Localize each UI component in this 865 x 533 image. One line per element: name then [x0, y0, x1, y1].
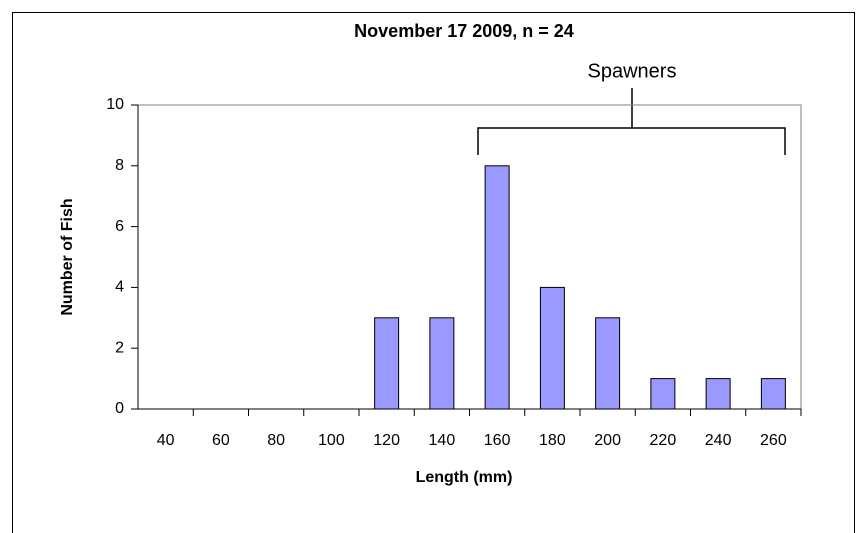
x-tick-label: 180: [539, 432, 566, 449]
y-tick-label: 2: [115, 339, 124, 356]
y-tick-label: 10: [106, 96, 124, 113]
x-tick-label: 120: [373, 432, 400, 449]
x-axis-label: Length (mm): [416, 469, 513, 486]
x-tick-label: 240: [705, 432, 732, 449]
y-tick-label: 6: [115, 218, 124, 235]
bar: [484, 165, 510, 410]
y-tick-label: 0: [115, 400, 124, 417]
x-tick-label: 260: [760, 432, 787, 449]
bracket: [477, 88, 786, 155]
x-tick-label: 200: [594, 432, 621, 449]
bar: [429, 317, 455, 410]
bar: [595, 317, 621, 410]
x-tick-label: 220: [650, 432, 677, 449]
annotation: Spawners: [588, 60, 677, 82]
x-tick-label: 160: [484, 432, 511, 449]
bar: [760, 378, 786, 410]
bar: [539, 286, 565, 410]
y-tick-label: 4: [115, 279, 124, 296]
y-tick-label: 8: [115, 157, 124, 174]
bar: [705, 378, 731, 410]
x-tick-label: 140: [429, 432, 456, 449]
chart-border: [12, 12, 855, 533]
x-tick-label: 40: [157, 432, 175, 449]
chart-title: November 17 2009, n = 24: [354, 21, 574, 41]
x-tick-label: 60: [212, 432, 230, 449]
bar: [650, 378, 676, 410]
x-tick-label: 80: [267, 432, 285, 449]
plot-frame: [138, 104, 802, 409]
x-tick-label: 100: [318, 432, 345, 449]
bar: [374, 317, 400, 410]
y-axis-label: Number of Fish: [59, 198, 76, 315]
